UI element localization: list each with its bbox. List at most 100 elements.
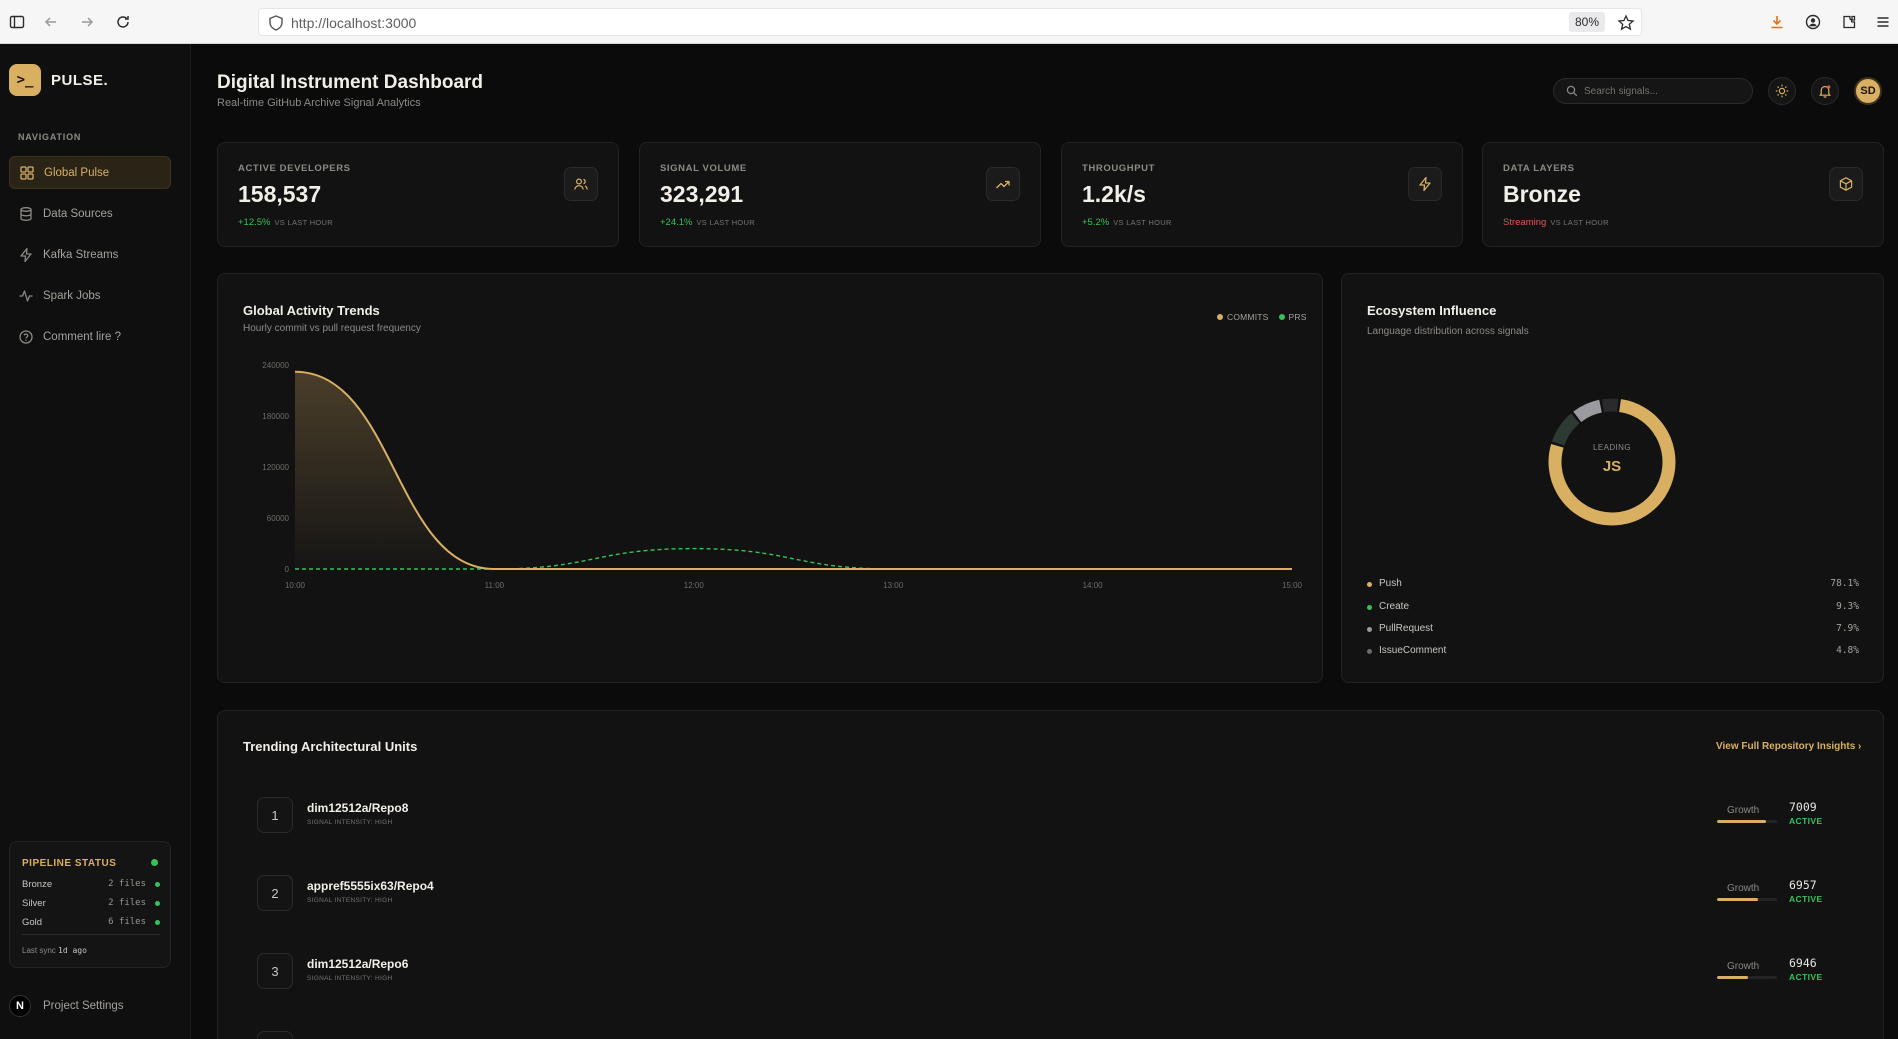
search-box[interactable] [1553,78,1753,104]
notifications-button[interactable] [1811,77,1839,105]
activity-chart-subtitle: Hourly commit vs pull request frequency [243,323,421,334]
pipeline-status-card: PIPELINE STATUS Bronze 2 files Silver 2 … [9,841,171,968]
ecosystem-item-name: Create [1379,601,1410,612]
legend-dot [1367,582,1372,587]
reload-icon[interactable] [112,11,134,33]
stat-delta-caption: VS LAST HOUR [1113,218,1172,227]
url-text: http://localhost:3000 [291,15,417,31]
ecosystem-row-create: Create 9.3% [1367,600,1859,616]
forward-icon[interactable] [76,11,98,33]
growth-label: Growth [1727,805,1760,816]
x-tick-label: 14:00 [1083,581,1104,590]
repo-rank: 3 [257,953,293,989]
pipeline-title: PIPELINE STATUS [22,858,117,869]
repo-rank: 2 [257,875,293,911]
stat-label: DATA LAYERS [1503,163,1575,174]
activity-chart-card [217,273,1323,683]
x-tick-label: 10:00 [285,581,306,590]
zoom-level[interactable]: 80% [1569,12,1606,32]
bookmark-star-icon[interactable] [1617,14,1635,37]
table-row[interactable]: 1 dim12512a/Repo8 SIGNAL INTENSITY: HIGH… [257,797,1853,841]
growth-label: Growth [1727,883,1760,894]
donut-slice-create[interactable] [1551,413,1580,446]
stat-delta-caption: VS LAST HOUR [274,218,333,227]
search-input[interactable] [1584,85,1734,97]
sidebar-item-kafka-streams[interactable]: Kafka Streams [9,238,171,271]
ecosystem-item-name: IssueComment [1379,645,1447,656]
downloads-icon[interactable] [1766,11,1788,33]
sidebar-item-global-pulse[interactable]: Global Pulse [9,156,171,189]
stat-delta-value: +5.2% [1082,217,1110,228]
address-bar[interactable]: http://localhost:3000 80% [258,8,1642,36]
account-icon[interactable] [1802,11,1824,33]
donut-slice-pullrequest[interactable] [1573,399,1603,423]
sidebar-item-spark-jobs[interactable]: Spark Jobs [9,279,171,312]
repo-name: dim12512a/Repo8 [307,801,409,815]
nav-heading: NAVIGATION [18,132,82,142]
repo-rank-partial [257,1031,293,1039]
ecosystem-item-name: Push [1379,578,1402,589]
stat-card-data-layers: DATA LAYERS Bronze Streaming VS LAST HOUR [1482,142,1884,247]
activity-icon [19,289,33,302]
repo-intensity: SIGNAL INTENSITY: HIGH [307,975,393,982]
last-sync-label: Last sync [22,946,56,955]
legend-dot [1367,627,1372,632]
help-circle-icon [19,329,33,344]
project-settings-button[interactable]: N Project Settings [9,995,124,1017]
extensions-icon[interactable] [1838,11,1860,33]
status-badge: ACTIVE [1789,816,1823,826]
brand[interactable]: >_ PULSE. [9,64,108,96]
sidebar-toggle-icon[interactable] [6,11,28,33]
divider [22,934,160,935]
stat-delta-value: Streaming [1503,217,1547,228]
repo-intensity: SIGNAL INTENSITY: HIGH [307,819,393,826]
x-tick-label: 12:00 [684,581,705,590]
repo-count: 6946 [1789,956,1817,970]
growth-bar [1717,898,1777,901]
chart-legend: COMMITS PRS [1217,312,1307,322]
back-icon[interactable] [40,11,62,33]
status-dot [155,901,160,906]
stat-value: 323,291 [660,181,744,207]
stat-label: ACTIVE DEVELOPERS [238,163,351,174]
ecosystem-row-issuecomment: IssueComment 4.8% [1367,644,1859,660]
sun-icon [1775,84,1789,98]
menu-icon[interactable] [1872,11,1894,33]
y-tick-label: 0 [285,565,290,574]
sidebar-item-data-sources[interactable]: Data Sources [9,197,171,230]
sidebar-item-label: Data Sources [43,207,113,220]
ecosystem-item-pct: 4.8% [1836,645,1859,656]
activity-line-chart: 240000 180000 120000 60000 0 10:00 11:00 12:00… [262,361,1302,590]
pipeline-layer-name: Gold [22,917,43,928]
pipeline-row-bronze: Bronze 2 files [22,879,160,893]
stat-value: Bronze [1503,181,1581,207]
sidebar-item-comment-lire[interactable]: Comment lire ? [9,320,171,353]
table-row[interactable]: 2 appref5555ix63/Repo4 SIGNAL INTENSITY:… [257,875,1853,919]
avatar[interactable]: SD [1854,77,1882,105]
y-tick-label: 240000 [262,361,289,370]
donut-slice-issuecomment[interactable] [1601,398,1619,413]
sidebar-item-label: Kafka Streams [43,248,119,261]
status-dot [155,882,160,887]
growth-bar [1717,976,1777,979]
theme-toggle-button[interactable] [1768,77,1796,105]
sidebar-item-label: Global Pulse [44,166,110,179]
table-row[interactable]: 3 dim12512a/Repo6 SIGNAL INTENSITY: HIGH… [257,953,1853,997]
ecosystem-card [1341,273,1884,683]
prs-series-line [295,547,1292,570]
project-badge-icon: N [9,995,31,1017]
growth-label: Growth [1727,961,1760,972]
donut-slice-push[interactable] [1548,399,1676,526]
stat-label: SIGNAL VOLUME [660,163,747,174]
repo-count: 7009 [1789,800,1817,814]
y-tick-label: 60000 [267,514,290,523]
view-repository-insights-link[interactable]: View Full Repository Insights › [1716,741,1862,752]
y-tick-label: 120000 [262,463,289,472]
ecosystem-item-pct: 78.1% [1830,578,1859,589]
stat-delta: +24.1% VS LAST HOUR [660,217,755,228]
status-dot [155,920,160,925]
page-title: Digital Instrument Dashboard [217,72,484,93]
repo-rank: 1 [257,797,293,833]
brand-name: PULSE. [51,71,109,89]
status-badge: ACTIVE [1789,972,1823,982]
